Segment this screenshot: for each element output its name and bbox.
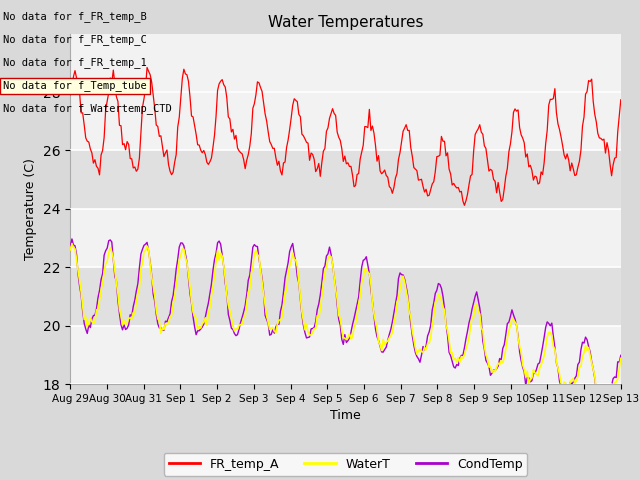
- WaterT: [588, 360, 595, 366]
- Title: Water Temperatures: Water Temperatures: [268, 15, 423, 30]
- Bar: [70, 325, 621, 384]
- CondTemp: [68, 236, 76, 242]
- X-axis label: Time: Time: [330, 409, 361, 422]
- Text: No data for f_Temp_tube: No data for f_Temp_tube: [3, 80, 147, 91]
- CondTemp: [136, 265, 143, 271]
- Bar: [70, 150, 621, 209]
- FR_temp_A: [250, 101, 258, 107]
- CondTemp: [598, 399, 606, 405]
- CondTemp: [232, 333, 240, 338]
- CondTemp: [67, 243, 74, 249]
- Line: CondTemp: CondTemp: [70, 239, 621, 402]
- Text: No data for f_FR_temp_B: No data for f_FR_temp_B: [3, 11, 147, 22]
- CondTemp: [260, 288, 268, 294]
- WaterT: [232, 326, 240, 332]
- Text: No data for f_FR_temp_1: No data for f_FR_temp_1: [3, 57, 147, 68]
- Line: WaterT: WaterT: [70, 244, 621, 394]
- WaterT: [260, 291, 268, 297]
- WaterT: [597, 391, 605, 396]
- Bar: [70, 92, 621, 150]
- CondTemp: [308, 325, 316, 331]
- FR_temp_A: [143, 65, 151, 71]
- CondTemp: [250, 242, 258, 248]
- Legend: FR_temp_A, WaterT, CondTemp: FR_temp_A, WaterT, CondTemp: [164, 453, 527, 476]
- Bar: [70, 267, 621, 325]
- WaterT: [250, 251, 258, 257]
- FR_temp_A: [461, 203, 468, 208]
- Bar: [70, 209, 621, 267]
- WaterT: [308, 330, 316, 336]
- FR_temp_A: [67, 92, 74, 97]
- WaterT: [68, 241, 76, 247]
- WaterT: [67, 247, 74, 253]
- CondTemp: [588, 359, 595, 364]
- CondTemp: [617, 352, 625, 358]
- FR_temp_A: [589, 98, 597, 104]
- FR_temp_A: [260, 100, 268, 106]
- Line: FR_temp_A: FR_temp_A: [70, 68, 621, 205]
- FR_temp_A: [308, 152, 316, 157]
- Text: No data for f_Watertemp_CTD: No data for f_Watertemp_CTD: [3, 103, 172, 114]
- Y-axis label: Temperature (C): Temperature (C): [24, 158, 37, 260]
- WaterT: [136, 285, 143, 291]
- WaterT: [617, 356, 625, 361]
- FR_temp_A: [617, 97, 625, 103]
- Text: No data for f_FR_temp_C: No data for f_FR_temp_C: [3, 34, 147, 45]
- FR_temp_A: [134, 166, 141, 172]
- FR_temp_A: [232, 132, 240, 138]
